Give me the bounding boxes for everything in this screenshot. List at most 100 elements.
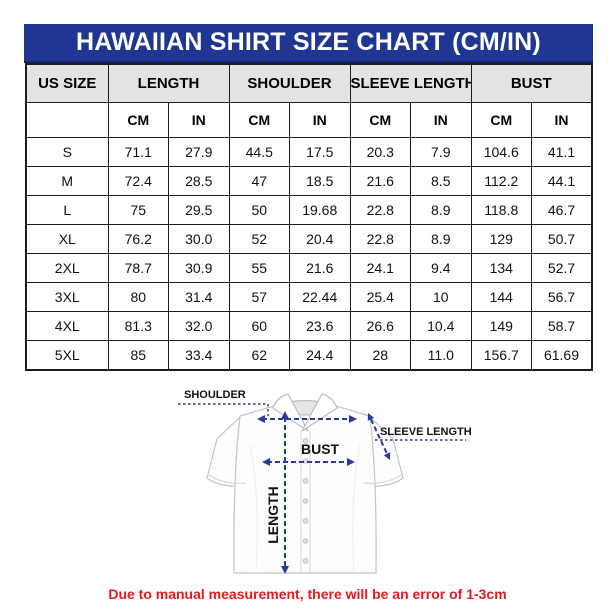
measurement-cell: 19.68 bbox=[289, 195, 351, 225]
measurement-cell: 156.7 bbox=[470, 340, 532, 371]
measurement-cell: 46.7 bbox=[531, 195, 593, 225]
shirt-svg bbox=[178, 393, 466, 574]
measurement-cell: 7.9 bbox=[410, 137, 472, 167]
size-cell: L bbox=[25, 195, 109, 225]
measurement-cell: 24.1 bbox=[349, 253, 411, 283]
measurement-cell: 57 bbox=[228, 282, 290, 312]
measurement-cell: 11.0 bbox=[410, 340, 472, 371]
length-arrow bbox=[281, 411, 289, 574]
measurement-cell: 33.4 bbox=[168, 340, 230, 371]
measurement-cell: 44.5 bbox=[228, 137, 290, 167]
table-row: M 72.4 28.5 47 18.5 21.6 8.5 112.2 44.1 bbox=[25, 166, 593, 196]
shirt-diagram: SHOULDER SLEEVE LENGTH BUST LENGTH bbox=[170, 385, 480, 585]
measurement-cell: 85 bbox=[107, 340, 169, 371]
measurement-cell: 61.69 bbox=[531, 340, 593, 371]
size-cell: 3XL bbox=[25, 282, 109, 312]
shirt-graphic bbox=[206, 393, 404, 574]
measurement-cell: 52.7 bbox=[531, 253, 593, 283]
measurement-note: Due to manual measurement, there will be… bbox=[108, 586, 507, 602]
unit-header-row: CM IN CM IN CM IN CM IN bbox=[25, 102, 593, 138]
measurement-cell: 75 bbox=[107, 195, 169, 225]
unit-header-in: IN bbox=[168, 102, 230, 138]
measurement-cell: 10.4 bbox=[410, 311, 472, 341]
measurement-cell: 8.9 bbox=[410, 224, 472, 254]
measurement-cell: 9.4 bbox=[410, 253, 472, 283]
measurement-cell: 21.6 bbox=[289, 253, 351, 283]
measurement-cell: 118.8 bbox=[470, 195, 532, 225]
bust-arrow bbox=[262, 458, 355, 466]
unit-header-in: IN bbox=[410, 102, 472, 138]
measurement-cell: 112.2 bbox=[470, 166, 532, 196]
measurement-cell: 23.6 bbox=[289, 311, 351, 341]
title-banner: HAWAIIAN SHIRT SIZE CHART (CM/IN) bbox=[24, 24, 593, 63]
measurement-cell: 32.0 bbox=[168, 311, 230, 341]
measurement-cell: 22.8 bbox=[349, 195, 411, 225]
measurement-cell: 25.4 bbox=[349, 282, 411, 312]
measurement-cell: 71.1 bbox=[107, 137, 169, 167]
measurement-cell: 17.5 bbox=[289, 137, 351, 167]
size-chart-table: US SIZE LENGTH SHOULDER SLEEVE LENGTH BU… bbox=[25, 63, 593, 371]
unit-header-cm: CM bbox=[349, 102, 411, 138]
unit-header-cm: CM bbox=[107, 102, 169, 138]
size-cell: S bbox=[25, 137, 109, 167]
measurement-cell: 134 bbox=[470, 253, 532, 283]
measurement-cell: 60 bbox=[228, 311, 290, 341]
bust-label: BUST bbox=[301, 441, 340, 457]
table-row: 5XL 85 33.4 62 24.4 28 11.0 156.7 61.69 bbox=[25, 340, 593, 371]
measurement-cell: 10 bbox=[410, 282, 472, 312]
measurement-cell: 47 bbox=[228, 166, 290, 196]
measurement-cell: 78.7 bbox=[107, 253, 169, 283]
measurement-cell: 29.5 bbox=[168, 195, 230, 225]
measurement-cell: 52 bbox=[228, 224, 290, 254]
measurement-cell: 129 bbox=[470, 224, 532, 254]
measurement-cell: 144 bbox=[470, 282, 532, 312]
measurement-cell: 31.4 bbox=[168, 282, 230, 312]
measurement-cell: 149 bbox=[470, 311, 532, 341]
empty-header-cell bbox=[25, 102, 109, 138]
measurement-cell: 41.1 bbox=[531, 137, 593, 167]
size-cell: XL bbox=[25, 224, 109, 254]
measurement-cell: 8.9 bbox=[410, 195, 472, 225]
measurement-cell: 26.6 bbox=[349, 311, 411, 341]
measurement-cell: 28.5 bbox=[168, 166, 230, 196]
measurement-cell: 62 bbox=[228, 340, 290, 371]
table-row: S 71.1 27.9 44.5 17.5 20.3 7.9 104.6 41.… bbox=[25, 137, 593, 167]
table-row: XL 76.2 30.0 52 20.4 22.8 8.9 129 50.7 bbox=[25, 224, 593, 254]
group-header-length: LENGTH bbox=[107, 63, 230, 103]
measurement-cell: 44.1 bbox=[531, 166, 593, 196]
unit-header-in: IN bbox=[531, 102, 593, 138]
measurement-cell: 20.3 bbox=[349, 137, 411, 167]
measurement-cell: 55 bbox=[228, 253, 290, 283]
measurement-cell: 24.4 bbox=[289, 340, 351, 371]
measurement-cell: 8.5 bbox=[410, 166, 472, 196]
table-row: L 75 29.5 50 19.68 22.8 8.9 118.8 46.7 bbox=[25, 195, 593, 225]
size-cell: 5XL bbox=[25, 340, 109, 371]
table-row: 2XL 78.7 30.9 55 21.6 24.1 9.4 134 52.7 bbox=[25, 253, 593, 283]
group-header-us-size: US SIZE bbox=[25, 63, 109, 103]
unit-header-cm: CM bbox=[470, 102, 532, 138]
measurement-cell: 50.7 bbox=[531, 224, 593, 254]
measurement-cell: 30.9 bbox=[168, 253, 230, 283]
sleeve-length-label: SLEEVE LENGTH bbox=[380, 426, 472, 438]
table-row: 4XL 81.3 32.0 60 23.6 26.6 10.4 149 58.7 bbox=[25, 311, 593, 341]
size-cell: 2XL bbox=[25, 253, 109, 283]
measurement-cell: 104.6 bbox=[470, 137, 532, 167]
unit-header-cm: CM bbox=[228, 102, 290, 138]
measurement-cell: 18.5 bbox=[289, 166, 351, 196]
measurement-cell: 28 bbox=[349, 340, 411, 371]
measurement-cell: 27.9 bbox=[168, 137, 230, 167]
measurement-cell: 72.4 bbox=[107, 166, 169, 196]
shoulder-label: SHOULDER bbox=[184, 389, 246, 401]
measurement-cell: 80 bbox=[107, 282, 169, 312]
measurement-cell: 20.4 bbox=[289, 224, 351, 254]
measurement-cell: 30.0 bbox=[168, 224, 230, 254]
group-header-bust: BUST bbox=[470, 63, 593, 103]
measurement-cell: 56.7 bbox=[531, 282, 593, 312]
measurement-cell: 22.44 bbox=[289, 282, 351, 312]
group-header-row: US SIZE LENGTH SHOULDER SLEEVE LENGTH BU… bbox=[25, 63, 593, 103]
measurement-cell: 22.8 bbox=[349, 224, 411, 254]
length-label: LENGTH bbox=[265, 486, 281, 544]
measurement-cell: 76.2 bbox=[107, 224, 169, 254]
size-cell: 4XL bbox=[25, 311, 109, 341]
size-cell: M bbox=[25, 166, 109, 196]
